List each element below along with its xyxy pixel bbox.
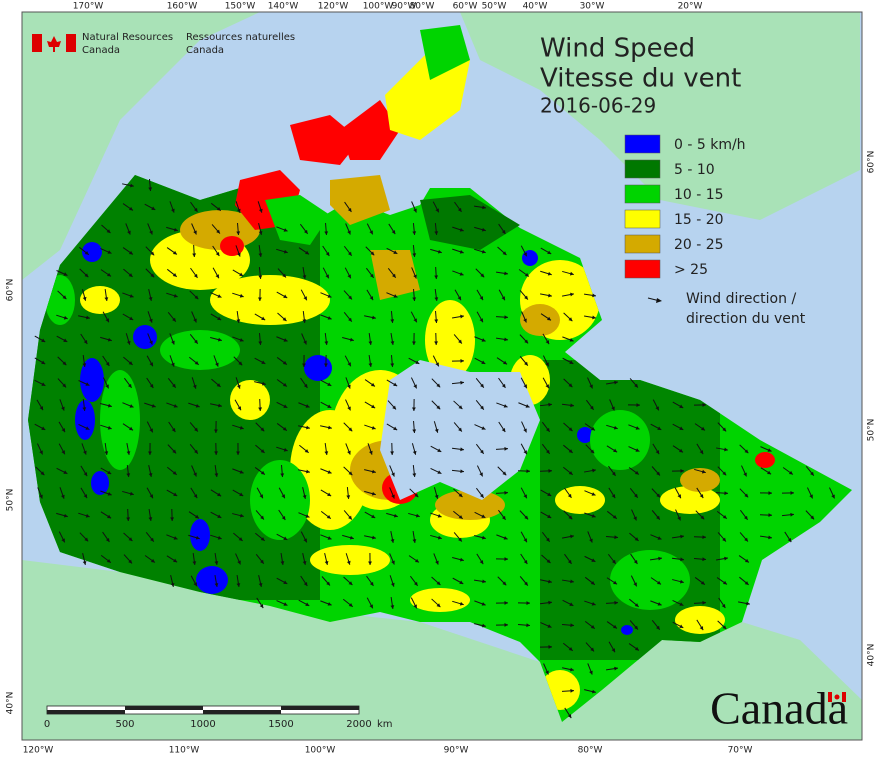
legend-label: > 25 (674, 262, 708, 278)
maple-leaf (835, 695, 840, 700)
field (304, 355, 332, 381)
flag-bar (828, 692, 832, 702)
graticule-label: 40°N (6, 692, 16, 715)
graticule-label: 120°W (318, 2, 349, 12)
legend-swatch (625, 260, 660, 278)
graticule-label: 60°W (453, 2, 478, 12)
map-area (20, 12, 862, 740)
legend-label: 0 - 5 km/h (674, 137, 746, 153)
graticule-label: 150°W (225, 2, 256, 12)
graticule-label: 160°W (167, 2, 198, 12)
graticule-label: 80°W (410, 2, 435, 12)
field (555, 486, 605, 514)
field (621, 625, 633, 635)
field (410, 588, 470, 612)
graticule-label: 60°N (867, 151, 877, 174)
scale-segment (125, 706, 203, 710)
legend-swatch (625, 210, 660, 228)
graticule-label: 50°W (482, 2, 507, 12)
flag-bar (66, 34, 76, 52)
scale-label: 500 (115, 719, 134, 730)
agency-fr: Ressources naturelles (186, 32, 295, 43)
graticule-label: 20°W (678, 2, 703, 12)
nrcan-logo (32, 34, 76, 52)
title: Vitesse du vent (540, 64, 741, 94)
legend-label: 20 - 25 (674, 237, 724, 253)
agency-en: Canada (82, 45, 120, 56)
field (196, 566, 228, 594)
graticule-label: 100°W (363, 2, 394, 12)
legend-label: 5 - 10 (674, 162, 715, 178)
field (590, 410, 650, 470)
graticule-label: 120°W (23, 746, 54, 756)
flag-bar (32, 34, 42, 52)
graticule-label: 50°N (867, 419, 877, 442)
graticule-label: 100°W (305, 746, 336, 756)
field (310, 545, 390, 575)
field (680, 468, 720, 492)
graticule-label: 110°W (169, 746, 200, 756)
wordmark: Canada (710, 683, 848, 734)
graticule-label: 30°W (580, 2, 605, 12)
graticule-label: 170°W (73, 2, 104, 12)
field (133, 325, 157, 349)
legend-label: 10 - 15 (674, 187, 724, 203)
legend-swatch (625, 160, 660, 178)
graticule-label: 60°N (6, 279, 16, 302)
legend-swatch (625, 185, 660, 203)
graticule-label: 140°W (268, 2, 299, 12)
legend-arrow-label: Wind direction / (686, 291, 796, 307)
field (755, 452, 775, 468)
title: Wind Speed (540, 34, 695, 64)
field (675, 606, 725, 634)
scale-segment (281, 706, 359, 710)
field (75, 400, 95, 440)
scale-label: 1000 (190, 719, 215, 730)
graticule-label: 40°N (867, 644, 877, 667)
date: 2016-06-29 (540, 94, 656, 118)
agency-fr: Canada (186, 45, 224, 56)
scale-unit: km (377, 719, 393, 730)
graticule-label: 70°W (728, 746, 753, 756)
graticule-label: 40°W (523, 2, 548, 12)
field (91, 471, 109, 495)
field (190, 519, 210, 551)
field (100, 370, 140, 470)
scale-label: 0 (44, 719, 50, 730)
field (250, 460, 310, 540)
field (80, 286, 120, 314)
field (230, 380, 270, 420)
scale-segment (47, 710, 125, 714)
scale-segment (203, 710, 281, 714)
legend-arrow-label: direction du vent (686, 311, 806, 327)
agency-en: Natural Resources (82, 32, 173, 43)
legend-swatch (625, 135, 660, 153)
graticule-label: 80°W (578, 746, 603, 756)
graticule-label: 50°N (6, 489, 16, 512)
graticule-label: 90°W (444, 746, 469, 756)
scale-label: 2000 (346, 719, 371, 730)
flag-bar (842, 692, 846, 702)
legend-label: 15 - 20 (674, 212, 724, 228)
legend-swatch (625, 235, 660, 253)
scale-label: 1500 (268, 719, 293, 730)
